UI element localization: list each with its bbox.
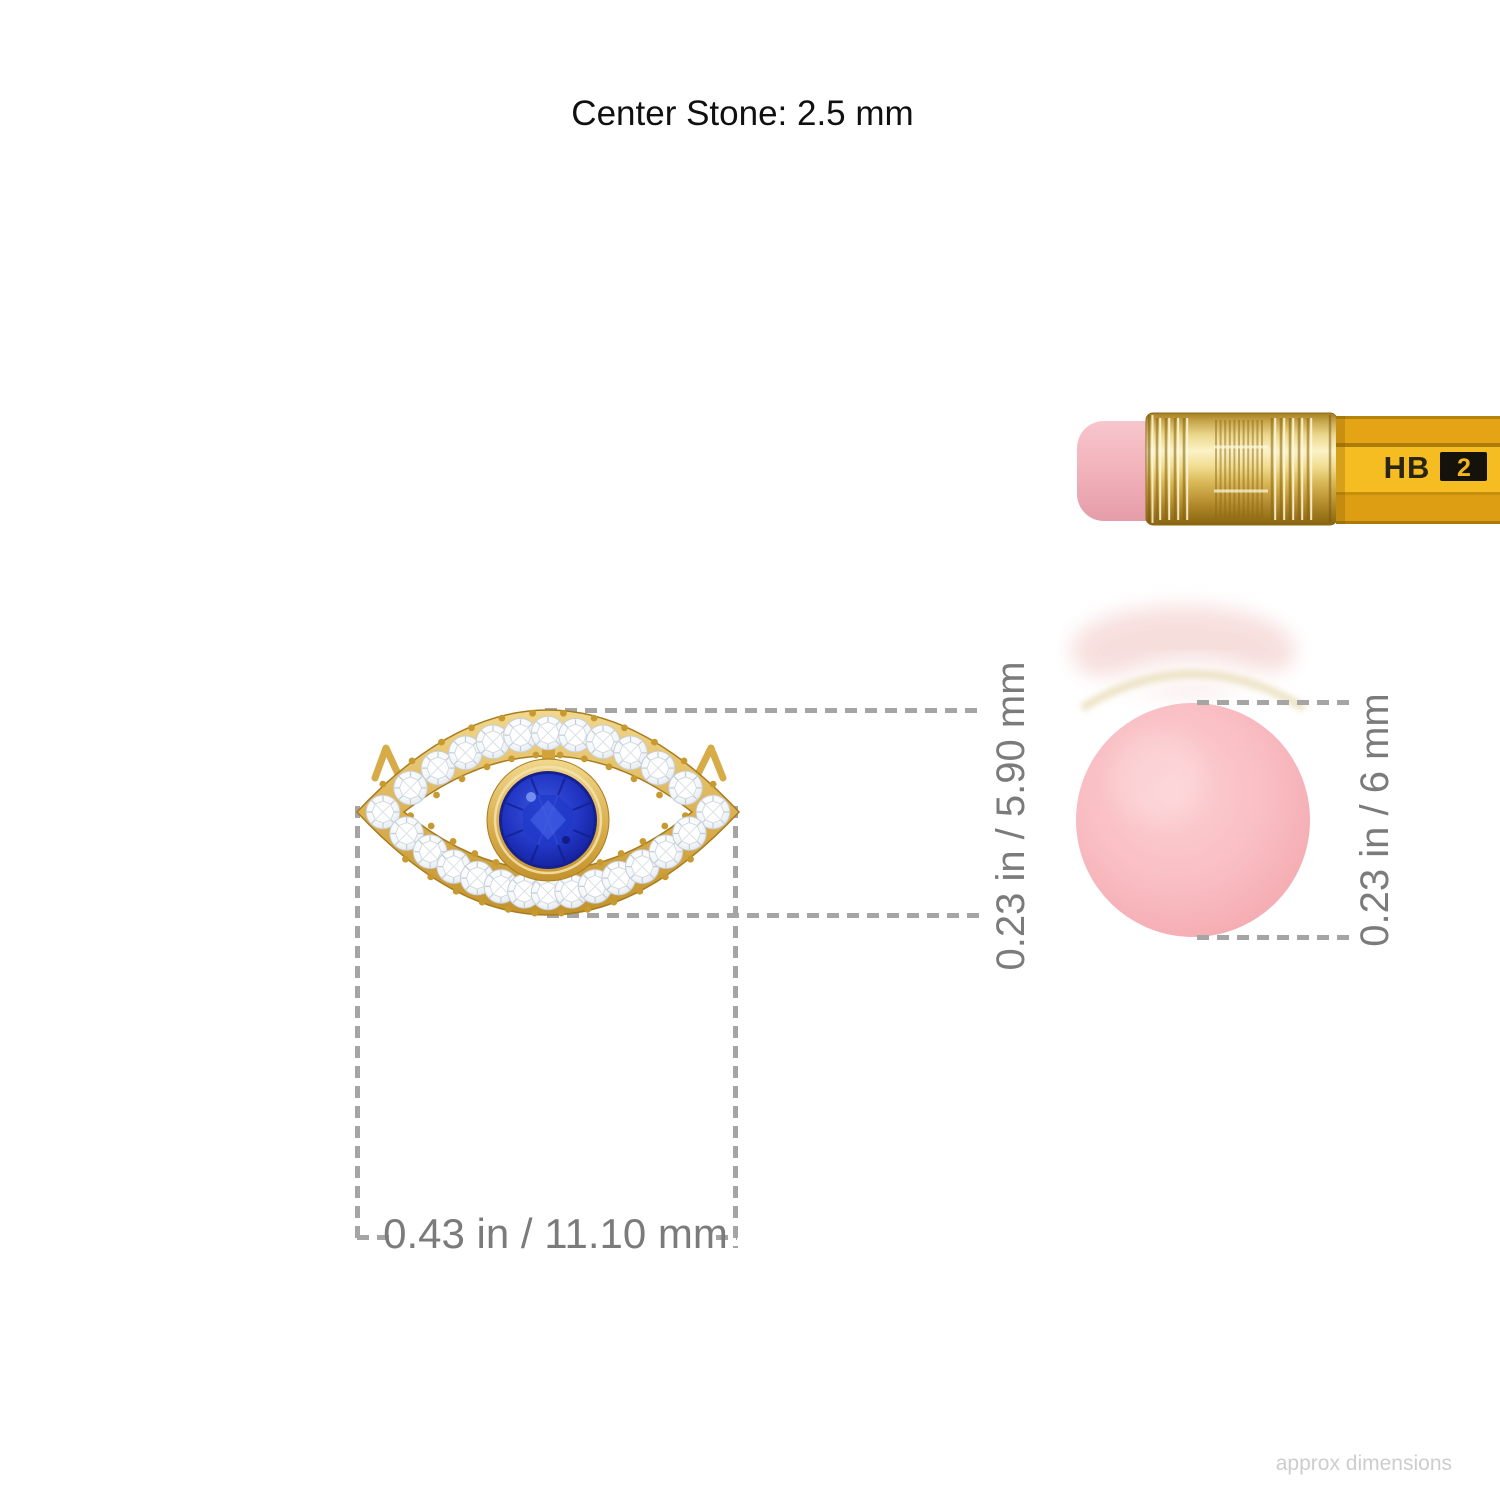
dimension-line-width-stub-right xyxy=(716,1235,737,1240)
pendant-width-dimension-label: 0.43 in / 11.10 mm xyxy=(383,1210,728,1257)
pendant-height-dimension-label: 0.23 in / 5.90 mm xyxy=(989,661,1033,971)
blurred-ferrule-rim xyxy=(1079,669,1307,712)
eraser-end-circle xyxy=(1076,703,1310,937)
pencil-eraser xyxy=(1077,421,1150,521)
pencil-grade-badge xyxy=(1440,452,1487,481)
pendant-bail-right xyxy=(694,744,727,782)
center-stone-size-label: Center Stone: 2.5 mm xyxy=(571,94,914,133)
dimension-line-pendant-bottom xyxy=(547,913,983,918)
dimension-line-eraser-top xyxy=(1197,700,1354,705)
pencil-grade-label: HB xyxy=(1384,450,1431,485)
footnote-approx-dimensions: approx dimensions xyxy=(1275,1452,1452,1475)
pencil-graphic: HB 2 xyxy=(1077,412,1500,526)
eraser-height-dimension-label: 0.23 in / 6 mm xyxy=(1353,693,1397,947)
dimension-line-eraser-bottom xyxy=(1197,935,1354,940)
evil-eye-pendant-graphic xyxy=(355,709,741,917)
eraser-highlight xyxy=(1112,732,1204,824)
dimension-line-pendant-left xyxy=(355,806,360,1240)
pendant-bail-left xyxy=(371,744,402,782)
diamond-pave xyxy=(365,709,731,917)
ferrule-ridges xyxy=(1147,415,1332,523)
sapphire-stone xyxy=(486,758,610,882)
pencil-grade-number: 2 xyxy=(1457,454,1471,482)
dimension-line-width-stub-left xyxy=(357,1235,391,1240)
dimension-line-pendant-top xyxy=(545,708,982,713)
ferrule-knurl xyxy=(1214,420,1268,518)
dimension-line-pendant-right xyxy=(733,806,738,1248)
pencil-end-view-graphic xyxy=(1070,606,1316,937)
